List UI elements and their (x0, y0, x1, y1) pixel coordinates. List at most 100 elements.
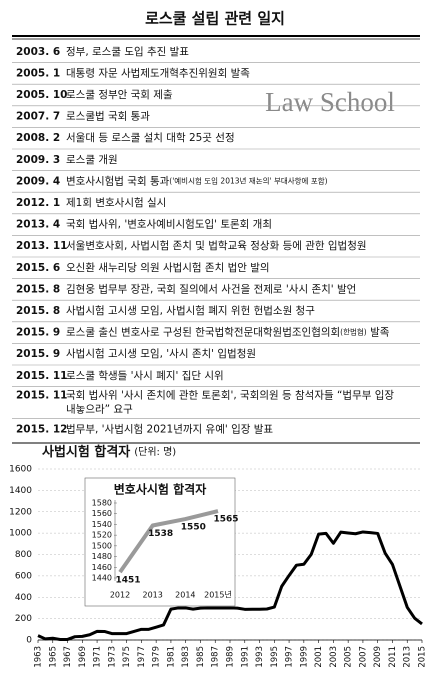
inset-y-tick-label: 1560 (92, 509, 112, 518)
timeline-date: 2015. 9 (16, 327, 60, 339)
y-tick-label: 600 (15, 571, 32, 581)
timeline-date: 2015. 8 (16, 283, 60, 295)
x-tick-label: 1965 (48, 646, 58, 668)
y-tick-label: 200 (15, 614, 32, 624)
x-tick-label: 1971 (93, 646, 103, 668)
chart-unit: (단위: 명) (134, 445, 176, 458)
y-tick-label: 400 (15, 593, 32, 603)
inset-y-tick-label: 1480 (92, 552, 112, 561)
x-tick-label: 2005 (344, 646, 354, 668)
chart-title: 사법시험 합격자 (단위: 명) (42, 444, 176, 460)
x-tick-label: 1999 (299, 646, 309, 668)
y-tick-label: 1000 (9, 529, 32, 539)
x-tick-label: 2013 (403, 646, 413, 668)
timeline-date: 2005. 1 (16, 67, 60, 79)
x-tick-label: 2007 (358, 646, 368, 668)
x-tick-label: 1991 (240, 646, 250, 668)
x-tick-label: 2015 (418, 646, 428, 668)
timeline-text: 서울변호사회, 사법시험 존치 및 법학교육 정상화 등에 관한 입법청원 (66, 239, 367, 252)
timeline-text: 김현웅 법무부 장관, 국회 질의에서 사건을 전제로 '사시 존치' 발언 (66, 283, 356, 295)
x-tick-label: 1989 (226, 646, 236, 668)
inset-y-tick-label: 1500 (92, 541, 112, 550)
event-text: 사법시험 고시생 모임, '사시 존치' 입법청원 (66, 347, 256, 360)
inset-x-tick-label: 2012 (110, 591, 130, 600)
event-text: 정부, 로스쿨 도입 추진 발표 (66, 45, 189, 58)
timeline-text: 변호사시험법 국회 통과('예비시험 도입 2013년 재논의' 부대사항에 포… (66, 175, 328, 187)
x-tick-label: 1981 (166, 646, 176, 668)
x-tick-label: 1973 (107, 646, 117, 668)
inset-x-tick-label: 2013 (142, 591, 162, 600)
event-note: ('예비시험 도입 2013년 재논의' 부대사항에 포함) (169, 175, 327, 185)
x-tick-label: 1995 (270, 646, 280, 668)
event-text: 오신환 새누리당 의원 사법시험 존치 법안 발의 (66, 262, 270, 274)
x-tick-label: 2001 (314, 646, 324, 668)
timeline-text: 제1회 변호사시험 실시 (66, 197, 166, 209)
timeline-title: 로스쿨 설립 관련 일지 (145, 10, 285, 28)
timeline-text: 서울대 등 로스쿨 설치 대학 25곳 선정 (66, 132, 235, 144)
x-tick-label: 1963 (34, 646, 44, 668)
event-text: 로스쿨 학생들 '사시 폐지' 집단 시위 (66, 369, 224, 382)
x-tick-label: 1969 (78, 646, 88, 668)
timeline-text: 로스쿨법 국회 통과 (66, 111, 150, 123)
timeline-text: 사법시험 고시생 모임, '사시 존치' 입법청원 (66, 347, 256, 360)
event-text: 서울대 등 로스쿨 설치 대학 25곳 선정 (66, 132, 235, 144)
x-tick-label: 1967 (63, 646, 73, 668)
timeline-text: 대통령 자문 사법제도개혁추진위원회 발족 (66, 66, 250, 79)
timeline-text: 정부, 로스쿨 도입 추진 발표 (66, 45, 189, 58)
y-tick-label: 800 (15, 550, 32, 560)
timeline-date: 2009. 3 (16, 154, 60, 166)
x-tick-label: 2003 (329, 646, 339, 668)
timeline-text: 로스쿨 개원 (66, 154, 118, 166)
x-tick-label: 1987 (211, 646, 221, 668)
inset-title: 변호사시험 합격자 (114, 482, 207, 497)
timeline-date: 2015. 12 (16, 423, 67, 435)
x-tick-label: 1977 (137, 646, 147, 668)
timeline-date: 2009. 4 (16, 175, 60, 187)
inset-x-tick-label: 2015년 (204, 590, 232, 600)
x-tick-label: 1993 (255, 646, 265, 668)
watermark: Law School (265, 87, 395, 117)
inset-value-label: 1538 (148, 529, 173, 539)
inset-y-tick-label: 1540 (92, 520, 112, 529)
x-tick-label: 1997 (285, 646, 295, 668)
timeline-text: 오신환 새누리당 의원 사법시험 존치 법안 발의 (66, 262, 270, 274)
timeline-date: 2015. 11 (16, 370, 67, 382)
timeline-text: 로스쿨 출신 변호사로 구성된 한국법학전문대학원법조인협의회(한법협) 발족 (66, 326, 390, 339)
timeline-date: 2007. 7 (16, 111, 60, 123)
timeline-date: 2013. 4 (16, 219, 60, 231)
event-text: 사법시험 고시생 모임, 사법시험 폐지 위헌 헌법소원 청구 (66, 304, 315, 317)
timeline-text: 법무부, '사법시험 2021년까지 유예' 입장 발표 (66, 422, 273, 435)
event-text: 로스쿨 개원 (66, 154, 118, 166)
timeline-date: 2015. 11 (16, 390, 67, 402)
x-tick-label: 1983 (181, 646, 191, 668)
timeline-date: 2012. 1 (16, 197, 60, 209)
x-tick-label: 2009 (373, 646, 383, 668)
event-text: 로스쿨 정부안 국회 제출 (66, 89, 173, 101)
timeline-date: 2015. 6 (16, 262, 60, 274)
inset-x-tick-label: 2014 (175, 591, 195, 600)
y-tick-label: 0 (26, 636, 32, 646)
timeline-text: 사법시험 고시생 모임, 사법시험 폐지 위헌 헌법소원 청구 (66, 304, 315, 317)
x-tick-label: 1985 (196, 646, 206, 668)
timeline-text: 국회 법사위 '사시 존치에 관한 토론회', 국회의원 등 참석자들 “법무부… (66, 389, 394, 402)
timeline-text: 로스쿨 학생들 '사시 폐지' 집단 시위 (66, 369, 224, 382)
chart-title-text: 사법시험 합격자 (42, 444, 130, 460)
event-text: 대통령 자문 사법제도개혁추진위원회 발족 (66, 66, 250, 79)
event-note: (한법협) (340, 327, 367, 337)
x-tick-label: 1975 (122, 646, 132, 668)
inset-y-tick-label: 1440 (92, 574, 112, 583)
timeline-text: 내놓으라” 요구 (66, 404, 133, 416)
y-tick-label: 1600 (9, 465, 32, 475)
inset-value-label: 1451 (115, 576, 140, 586)
inset-y-tick-label: 1460 (92, 563, 112, 572)
event-text: 법무부, '사법시험 2021년까지 유예' 입장 발표 (66, 422, 273, 435)
inset-value-label: 1565 (213, 515, 238, 525)
inset-line (118, 509, 219, 574)
y-tick-label: 1400 (9, 486, 32, 496)
timeline-date: 2003. 6 (16, 46, 60, 58)
event-text: 서울변호사회, 사법시험 존치 및 법학교육 정상화 등에 관한 입법청원 (66, 239, 367, 252)
event-text: 제1회 변호사시험 실시 (66, 197, 166, 209)
timeline-date: 2015. 9 (16, 348, 60, 360)
event-text: 변호사시험법 국회 통과 (66, 175, 170, 187)
